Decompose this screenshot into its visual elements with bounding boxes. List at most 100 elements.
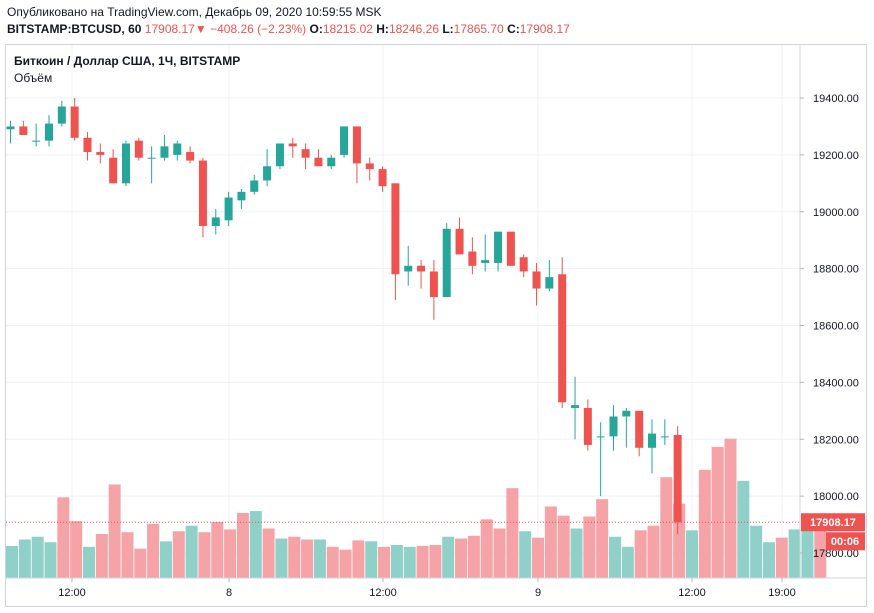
candle-body [44, 123, 53, 141]
last-price-badge [801, 513, 865, 532]
volume-bar [416, 545, 429, 578]
candle [571, 376, 580, 440]
volume-bar [262, 528, 275, 578]
candle [250, 174, 259, 195]
candle-body [198, 160, 207, 226]
candle-body [327, 157, 336, 167]
candle [340, 126, 349, 158]
volume-bar [275, 538, 288, 578]
price-badges: 17908.17 00:06 [801, 513, 865, 551]
legend-title: Биткоин / Доллар США, 1Ч, BITSTAMP [14, 54, 241, 68]
ohlc-bar: BITSTAMP:BTCUSD, 60 17908.17▼ −408.26 (−… [7, 22, 570, 36]
volume-bar [698, 469, 711, 578]
volume-bar [750, 525, 763, 578]
candle [70, 98, 79, 141]
candle-body [648, 433, 656, 448]
price-change: −408.26 (−2.23%) [210, 22, 307, 36]
candle-body [519, 257, 528, 272]
candle [96, 143, 105, 164]
candle [19, 120, 28, 135]
candle-body [417, 265, 426, 272]
volume-bar [378, 546, 391, 578]
candle [378, 166, 387, 192]
y-tick-label: 18000.00 [813, 491, 859, 503]
volume-bar [352, 540, 365, 578]
candle-body [32, 140, 41, 142]
y-tick-label: 18400.00 [813, 377, 859, 389]
volume-bar [236, 512, 249, 578]
volume-bar [660, 477, 673, 578]
candle [224, 191, 233, 226]
candle-body [19, 126, 28, 135]
candle-body [660, 436, 669, 438]
candle-body [173, 143, 182, 155]
volume-bar [365, 541, 378, 578]
candle [198, 157, 207, 238]
x-tick-label: 19:00 [768, 587, 796, 599]
countdown-badge [826, 532, 865, 551]
candle [32, 123, 41, 147]
volume-bar [198, 532, 211, 578]
volume-bar [301, 539, 314, 578]
volume-bar [480, 519, 493, 578]
candle-body [622, 410, 631, 417]
candle-body [275, 143, 284, 167]
volume-bar [634, 530, 647, 578]
volume-bar [609, 536, 622, 578]
candle [545, 260, 554, 292]
candle [429, 260, 438, 320]
volume-bar [339, 549, 352, 578]
published-info: Опубликовано на TradingView.com, Декабрь… [7, 5, 382, 19]
high-label: H: [376, 22, 389, 36]
candle-body [352, 126, 361, 164]
candle [44, 115, 53, 147]
candle [186, 146, 195, 164]
candle-body [545, 277, 554, 289]
candle-body [83, 137, 92, 153]
volume-bar [711, 446, 724, 578]
countdown-badge-text: 00:06 [831, 536, 859, 548]
x-tick-label: 12:00 [678, 587, 706, 599]
volume-bar [429, 545, 442, 578]
candle-body [455, 228, 464, 255]
candle [288, 137, 297, 158]
candle [263, 149, 272, 187]
volume-bar [583, 516, 596, 578]
x-tick-label: 9 [535, 587, 541, 599]
volume-bar [95, 534, 108, 578]
volume-bar [455, 538, 468, 578]
candle-body [250, 180, 259, 192]
candle [648, 419, 656, 474]
candle-body [378, 169, 387, 187]
candle [417, 260, 426, 289]
candle [558, 257, 567, 408]
candle [211, 208, 220, 235]
time-axis: 12:00 8 12:00 9 12:00 19:00 [58, 578, 796, 599]
down-arrow-icon: ▼ [194, 22, 207, 36]
legend-volume: Объём [14, 71, 53, 85]
candle-body [301, 149, 310, 158]
volume-bar [249, 511, 262, 578]
y-tick-label: 18200.00 [813, 434, 859, 446]
candle-body [442, 228, 451, 298]
candle [404, 245, 413, 286]
candle [673, 426, 682, 535]
chart-frame [5, 44, 867, 607]
candle [121, 140, 130, 187]
open-label: O: [309, 22, 323, 36]
close-label: C: [507, 22, 520, 36]
volume-bar [788, 529, 801, 578]
volume-bar [544, 506, 557, 578]
volume-bar [621, 546, 634, 578]
candle [506, 231, 515, 266]
candle-body [57, 106, 66, 124]
candle [494, 231, 503, 272]
volume-bar [493, 528, 506, 578]
volume-bar [762, 542, 775, 578]
volume-bar [390, 545, 403, 578]
volume-bar [70, 521, 83, 578]
low-label: L: [442, 22, 454, 36]
candle-body [134, 140, 143, 158]
volume-bar [82, 546, 95, 578]
